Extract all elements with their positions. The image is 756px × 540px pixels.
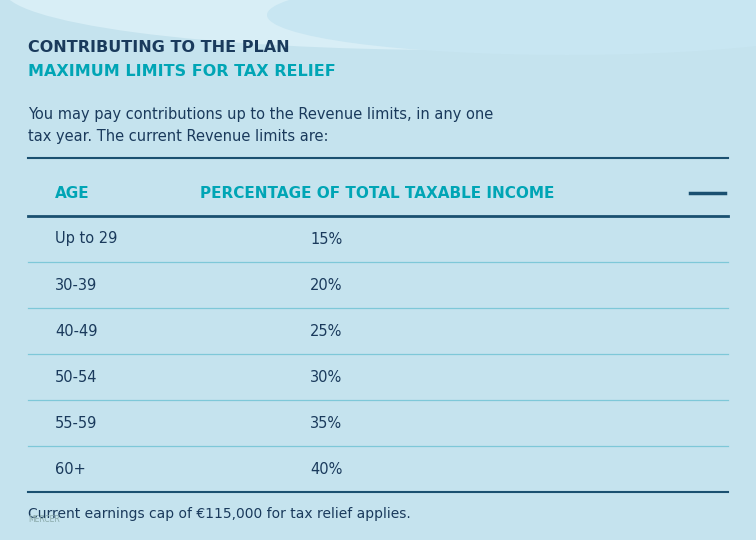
Text: tax year. The current Revenue limits are:: tax year. The current Revenue limits are… <box>28 130 329 145</box>
Text: 40%: 40% <box>310 462 342 476</box>
Text: Current earnings cap of €115,000 for tax relief applies.: Current earnings cap of €115,000 for tax… <box>28 507 411 521</box>
Text: Up to 29: Up to 29 <box>55 232 117 246</box>
Text: 20%: 20% <box>310 278 342 293</box>
Text: AGE: AGE <box>55 186 90 200</box>
Text: You may pay contributions up to the Revenue limits, in any one: You may pay contributions up to the Reve… <box>28 107 493 123</box>
Text: 35%: 35% <box>310 415 342 430</box>
Text: 40-49: 40-49 <box>55 323 98 339</box>
Text: 55-59: 55-59 <box>55 415 98 430</box>
Ellipse shape <box>267 0 756 55</box>
Text: 30%: 30% <box>310 369 342 384</box>
Text: 60+: 60+ <box>55 462 85 476</box>
Ellipse shape <box>4 0 756 50</box>
Text: 50-54: 50-54 <box>55 369 98 384</box>
Text: 30-39: 30-39 <box>55 278 98 293</box>
Text: 25%: 25% <box>310 323 342 339</box>
Text: MERCER: MERCER <box>28 516 60 524</box>
Text: MAXIMUM LIMITS FOR TAX RELIEF: MAXIMUM LIMITS FOR TAX RELIEF <box>28 64 336 79</box>
Text: CONTRIBUTING TO THE PLAN: CONTRIBUTING TO THE PLAN <box>28 40 290 56</box>
Text: 15%: 15% <box>310 232 342 246</box>
Text: PERCENTAGE OF TOTAL TAXABLE INCOME: PERCENTAGE OF TOTAL TAXABLE INCOME <box>200 186 554 200</box>
